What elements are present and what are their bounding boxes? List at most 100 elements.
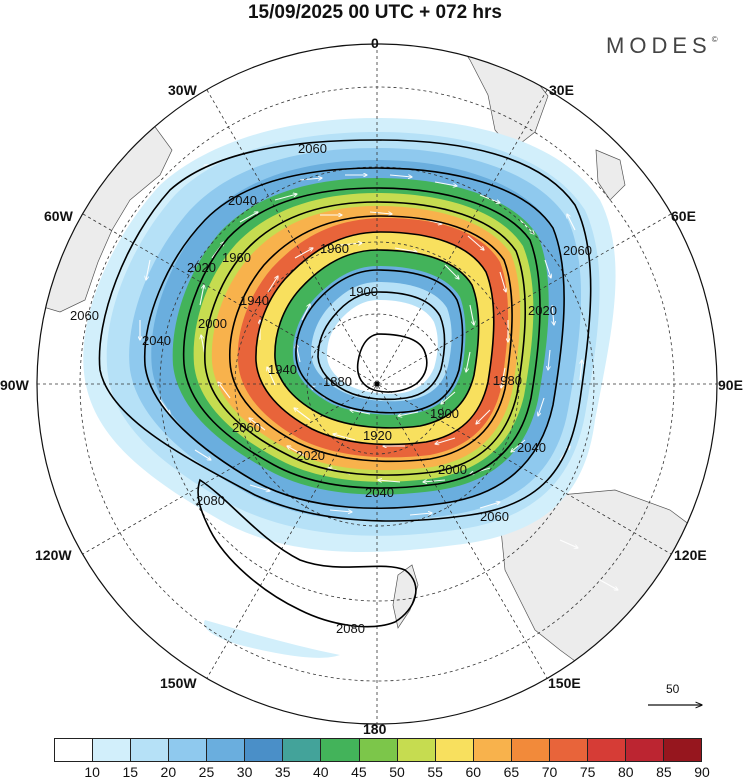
colorbar-swatch	[93, 739, 132, 761]
contour-label: 2020	[187, 260, 216, 275]
wind-vector	[350, 410, 371, 415]
contour-label: 2020	[528, 303, 557, 318]
contour-label: 2040	[228, 193, 257, 208]
contour-label: 1900	[349, 284, 378, 299]
longitude-labels: 0 30E 60E 90E 120E 150E 180 150W 120W 90…	[0, 35, 743, 737]
lon-label-30w: 30W	[168, 82, 198, 98]
wind-vector	[267, 367, 276, 386]
colorbar-label: 65	[503, 764, 520, 780]
colorbar-label: 50	[389, 764, 405, 780]
contour-2000	[204, 201, 527, 476]
contour-label: 1900	[430, 406, 459, 421]
lon-label-90e: 90E	[718, 377, 743, 393]
contour-label: 1940	[240, 293, 269, 308]
wind-vector	[398, 411, 419, 416]
wind-vector	[538, 397, 545, 416]
wind-vector	[389, 175, 412, 177]
colorbar-swatch	[55, 739, 94, 761]
contour-label: 2060	[563, 243, 592, 258]
contour-label: 2080	[336, 621, 365, 636]
contour-1940	[274, 249, 480, 429]
colorbar-label: 15	[122, 764, 139, 780]
colorbar-swatch	[435, 739, 474, 761]
wind-speed-shading	[83, 118, 616, 658]
wind-vector	[580, 360, 582, 381]
contour-2080	[197, 478, 417, 628]
wind-vector	[441, 391, 456, 404]
contour-label: 2060	[70, 308, 99, 323]
colorbar-label: 70	[541, 764, 558, 780]
wind-vector	[409, 513, 432, 515]
colorbar-swatch	[397, 739, 436, 761]
wind-vector	[294, 408, 311, 421]
colorbar-swatch	[169, 739, 208, 761]
new-zealand-land	[392, 564, 419, 629]
wind-vector	[544, 259, 551, 278]
map-title: 15/09/2025 00 UTC + 072 hrs	[247, 2, 503, 23]
contour-1960	[255, 231, 495, 446]
wind-vector	[159, 399, 170, 414]
colorbar-label: 55	[427, 764, 443, 780]
contour-label: 2040	[142, 333, 171, 348]
wind-vector	[511, 439, 526, 452]
wind-vector	[501, 367, 506, 388]
wind-vector	[476, 409, 491, 424]
colorbar-swatch	[283, 739, 322, 761]
lon-label-120e: 120E	[674, 547, 707, 563]
brand-name: MODES	[606, 33, 712, 58]
contour-value-labels: 2060 2040 1960 1960 2020 1940 1900 2000 …	[70, 141, 592, 636]
colorbar-swatch	[625, 739, 664, 761]
colorbar-label: 85	[656, 764, 672, 780]
wind-vector	[218, 382, 231, 399]
contour-label: 1960	[320, 241, 349, 256]
contour-2040	[143, 167, 565, 510]
reference-vector-label: 50	[666, 682, 680, 696]
wind-vector	[469, 304, 474, 325]
wind-vector	[267, 276, 278, 293]
contour-2060-outer	[98, 139, 592, 522]
wind-10-inner	[327, 300, 438, 394]
lon-label-30e: 30E	[549, 82, 574, 98]
wind-vector	[479, 502, 500, 509]
lon-label-180: 180	[363, 721, 387, 737]
lon-label-150w: 150W	[160, 675, 197, 691]
wind-vector	[434, 181, 457, 186]
colorbar-swatch	[207, 739, 246, 761]
lon-label-120w: 120W	[35, 547, 72, 563]
contour-label: 2040	[517, 440, 546, 455]
wind-vector	[423, 480, 446, 482]
contour-label: 2060	[480, 509, 509, 524]
wind-vector	[239, 212, 258, 223]
wind-vector	[369, 212, 392, 214]
colorbar-label: 10	[84, 764, 100, 780]
wind-vector	[559, 539, 578, 548]
lon-label-150e: 150E	[548, 675, 581, 691]
wind-vector	[287, 446, 306, 457]
madagascar-land	[595, 149, 626, 201]
colorbar-swatch	[549, 739, 588, 761]
contour-label: 1960	[222, 250, 251, 265]
wind-vector	[548, 349, 550, 370]
wind-vector	[435, 437, 456, 444]
contour-label: 2000	[438, 462, 467, 477]
contour-1980	[229, 215, 513, 463]
colorbar-swatch	[131, 739, 170, 761]
meridian-30w-150e	[206, 89, 548, 679]
colorbar-label: 30	[236, 764, 253, 780]
wind-vector	[567, 214, 576, 231]
geopotential-contours	[98, 139, 592, 628]
wind-vector	[466, 351, 471, 372]
colorbar-label: 45	[351, 764, 367, 780]
colorbar-label: 80	[617, 764, 634, 780]
wind-vector	[301, 304, 310, 321]
contour-label: 1880	[323, 374, 352, 389]
wind-vector	[249, 418, 266, 431]
lon-label-60w: 60W	[44, 208, 74, 224]
contour-2020	[182, 187, 541, 489]
colorbar-label: 90	[694, 764, 710, 780]
wind-vector	[394, 247, 417, 252]
colorbar-label: 60	[465, 764, 482, 780]
wind-vector	[194, 449, 211, 460]
colorbar-swatch	[664, 739, 702, 761]
wind-vector	[299, 178, 322, 180]
